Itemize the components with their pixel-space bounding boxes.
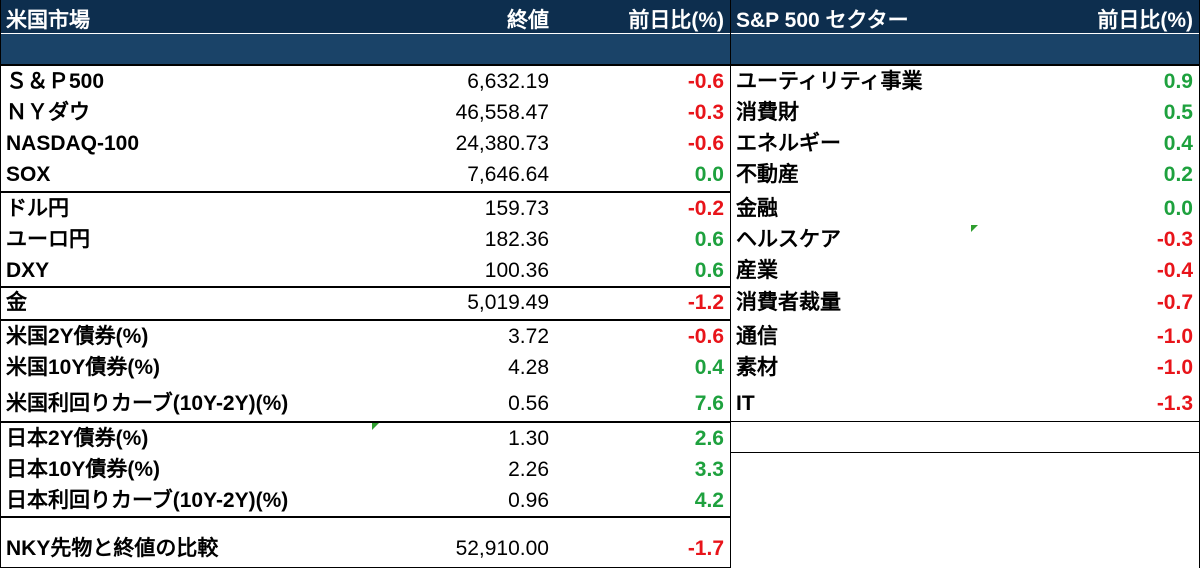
change-value: -1.7 <box>687 537 724 560</box>
close-value: 0.96 <box>508 489 549 512</box>
close-column-header: 終値 <box>507 9 549 32</box>
sector-title: S&P 500 セクター <box>736 9 909 32</box>
change-value: -1.2 <box>687 291 724 314</box>
sector-change-value: -0.7 <box>1156 291 1193 314</box>
change-value: -0.3 <box>687 101 724 124</box>
row-label: 日本2Y債券(%) <box>6 427 149 450</box>
sector-change-value: -1.0 <box>1156 356 1193 379</box>
close-value: 24,380.73 <box>455 132 549 155</box>
row-label: 米国利回りカーブ(10Y-2Y)(%) <box>6 392 289 415</box>
divider <box>1 516 730 518</box>
row-label: SOX <box>6 163 51 186</box>
row-label: ユーロ円 <box>6 228 90 251</box>
close-value: 3.72 <box>508 325 549 348</box>
row-label: 金 <box>6 291 27 314</box>
divider <box>1 421 730 423</box>
close-value: 2.26 <box>508 458 549 481</box>
sector-change-value: 0.9 <box>1163 70 1193 93</box>
row-label: 日本10Y債券(%) <box>6 458 161 481</box>
close-value: 1.30 <box>508 427 549 450</box>
row-label: ＮＹダウ <box>6 101 90 124</box>
close-value: 5,019.49 <box>467 291 549 314</box>
row-label: DXY <box>6 259 50 282</box>
change-value: 4.2 <box>694 489 724 512</box>
row-label: NASDAQ-100 <box>6 132 140 155</box>
divider <box>731 421 1199 422</box>
sector-label: エネルギー <box>736 132 841 155</box>
close-value: 7,646.64 <box>467 163 549 186</box>
close-value: 52,910.00 <box>455 537 549 560</box>
comment-marker-icon <box>971 225 978 232</box>
sector-label: 金融 <box>736 197 778 220</box>
sector-change-value: 0.5 <box>1163 101 1193 124</box>
close-value: 159.73 <box>484 197 549 220</box>
change-value: 2.6 <box>694 427 724 450</box>
sector-label: 消費財 <box>736 101 799 124</box>
sector-label: 消費者裁量 <box>736 291 841 314</box>
sector-label: 通信 <box>736 325 778 348</box>
sector-change-value: -1.0 <box>1156 325 1193 348</box>
change-value: 7.6 <box>694 392 724 415</box>
comment-marker-icon <box>372 423 379 430</box>
sector-change-value: 0.0 <box>1163 197 1193 220</box>
sector-label: IT <box>736 392 755 415</box>
us-market-header: 米国市場 終値 前日比(%) <box>1 0 730 33</box>
sector-label: 素材 <box>736 356 778 379</box>
row-label: 米国10Y債券(%) <box>6 356 161 379</box>
change-value: -0.6 <box>687 132 724 155</box>
sector-subheader-band <box>731 33 1199 65</box>
divider <box>1 64 730 66</box>
change-value: 0.0 <box>694 163 724 186</box>
change-value: 0.6 <box>694 228 724 251</box>
sector-header: S&P 500 セクター 前日比(%) <box>731 0 1199 33</box>
change-value: 0.6 <box>694 259 724 282</box>
sector-change-value: 0.4 <box>1163 132 1193 155</box>
change-column-header: 前日比(%) <box>628 9 724 32</box>
sp500-sector-table: S&P 500 セクター 前日比(%) ユーティリティ事業 0.9 消費財 0.5 エネ… <box>731 0 1200 568</box>
change-value: -0.6 <box>687 325 724 348</box>
close-value: 0.56 <box>508 392 549 415</box>
divider <box>1 191 730 193</box>
sector-label: ヘルスケア <box>736 228 841 251</box>
change-value: 3.3 <box>694 458 724 481</box>
sector-label: 不動産 <box>736 163 799 186</box>
change-value: 0.4 <box>694 356 724 379</box>
divider <box>1 286 730 288</box>
sector-change-value: -1.3 <box>1156 392 1193 415</box>
row-label: 日本利回りカーブ(10Y-2Y)(%) <box>6 489 289 512</box>
close-value: 46,558.47 <box>455 101 549 124</box>
close-value: 6,632.19 <box>467 70 549 93</box>
row-label: NKY先物と終値の比較 <box>6 537 219 560</box>
close-value: 100.36 <box>484 259 549 282</box>
sector-change-value: -0.3 <box>1156 228 1193 251</box>
us-market-title: 米国市場 <box>6 9 90 32</box>
close-value: 182.36 <box>484 228 549 251</box>
divider <box>731 64 1199 66</box>
divider <box>1 319 730 321</box>
close-value: 4.28 <box>508 356 549 379</box>
sector-change-column-header: 前日比(%) <box>1097 9 1193 32</box>
change-value: -0.6 <box>687 70 724 93</box>
sector-change-value: 0.2 <box>1163 163 1193 186</box>
us-market-subheader-band <box>1 33 730 65</box>
row-label: ドル円 <box>6 197 69 220</box>
sector-change-value: -0.4 <box>1156 259 1193 282</box>
divider <box>731 452 1199 453</box>
us-market-table: 米国市場 終値 前日比(%) Ｓ＆Ｐ500 6,632.19 -0.6 ＮＹダウ 46,… <box>0 0 731 568</box>
change-value: -0.2 <box>687 197 724 220</box>
row-label: 米国2Y債券(%) <box>6 325 149 348</box>
sector-label: ユーティリティ事業 <box>736 70 923 93</box>
sector-label: 産業 <box>736 259 778 282</box>
row-label: Ｓ＆Ｐ500 <box>6 70 105 93</box>
